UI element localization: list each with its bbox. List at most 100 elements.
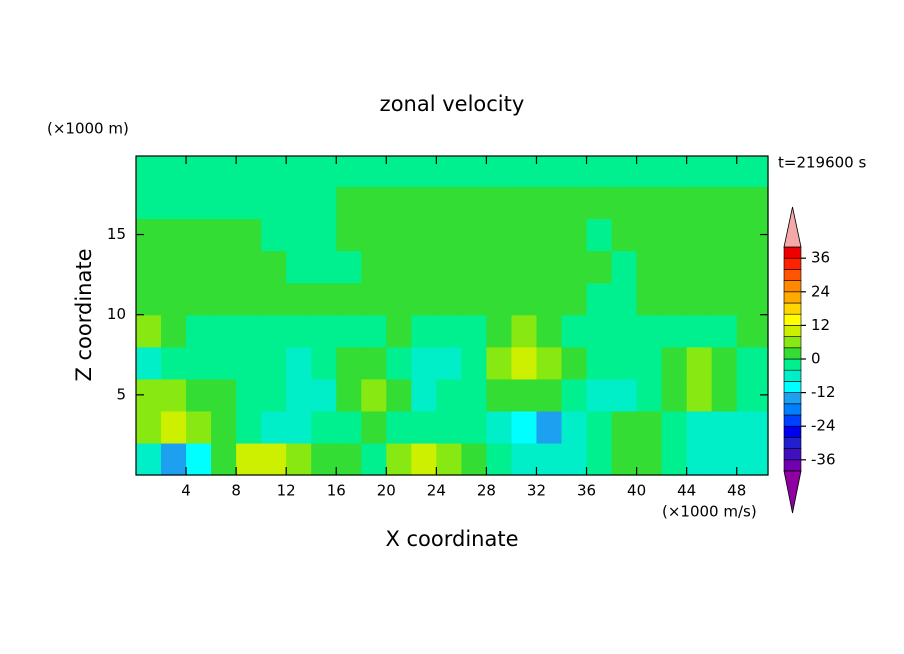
colorbar-segment bbox=[783, 448, 802, 461]
contour-cell bbox=[586, 410, 613, 444]
contour-cell bbox=[161, 346, 187, 380]
colorbar-tick-label: 24 bbox=[811, 282, 830, 300]
contour-cell bbox=[186, 250, 212, 284]
contour-cell bbox=[361, 442, 387, 476]
contour-cell bbox=[661, 282, 688, 316]
contour-cell bbox=[336, 378, 362, 412]
contour-cell bbox=[236, 218, 262, 252]
contour-cell bbox=[261, 156, 287, 188]
contour-cell bbox=[486, 314, 513, 348]
contour-cell bbox=[336, 250, 362, 284]
contour-cell bbox=[511, 186, 538, 220]
contour-cell bbox=[261, 378, 287, 412]
contour-cell bbox=[261, 282, 287, 316]
contour-cell bbox=[736, 314, 769, 348]
contour-cell bbox=[436, 314, 462, 348]
colorbar-segment bbox=[783, 403, 802, 416]
contour-cell bbox=[561, 410, 588, 444]
annotation: t=219600 s bbox=[778, 154, 866, 172]
colorbar-segment bbox=[783, 257, 802, 270]
contour-cell bbox=[161, 378, 187, 412]
contour-cell bbox=[211, 250, 237, 284]
contour-cell bbox=[436, 250, 462, 284]
contour-cell bbox=[236, 186, 262, 220]
contour-cell bbox=[411, 314, 437, 348]
contour-cell bbox=[211, 346, 237, 380]
contour-cell bbox=[286, 156, 312, 188]
contour-cell bbox=[736, 442, 769, 476]
contour-cell bbox=[536, 410, 563, 444]
contour-cell bbox=[611, 218, 638, 252]
contour-cell bbox=[636, 218, 663, 252]
contour-cell bbox=[711, 378, 738, 412]
contour-cell bbox=[586, 156, 613, 188]
contour-cell bbox=[511, 156, 538, 188]
colorbar-segment bbox=[783, 325, 802, 337]
colorbar-segment bbox=[783, 425, 802, 438]
contour-cell bbox=[411, 250, 437, 284]
contour-cell bbox=[186, 410, 212, 444]
contour-cell bbox=[211, 218, 237, 252]
contour-cell bbox=[361, 218, 387, 252]
contour-cell bbox=[536, 442, 563, 476]
contour-cell bbox=[136, 156, 162, 188]
contour-cell bbox=[711, 156, 738, 188]
colorbar-under bbox=[783, 470, 802, 514]
contour-cell bbox=[186, 314, 212, 348]
contour-cell bbox=[411, 346, 437, 380]
contour-cell bbox=[261, 186, 287, 220]
contour-cell bbox=[661, 250, 688, 284]
contour-cell bbox=[161, 218, 187, 252]
contour-cell bbox=[211, 378, 237, 412]
contour-cell bbox=[611, 346, 638, 380]
contour-cell bbox=[386, 346, 412, 380]
contour-cell bbox=[586, 378, 613, 412]
contour-cell bbox=[436, 186, 462, 220]
contour-cell bbox=[486, 250, 513, 284]
y-axis-label: Z coordinate bbox=[72, 248, 96, 381]
contour-cell bbox=[161, 410, 187, 444]
contour-cell bbox=[686, 314, 713, 348]
contour-cell bbox=[486, 410, 513, 444]
contour-cell bbox=[361, 346, 387, 380]
colorbar-tick-label: 36 bbox=[811, 249, 830, 267]
contour-cell bbox=[736, 186, 769, 220]
contour-cell bbox=[561, 282, 588, 316]
colorbar-segment bbox=[783, 313, 802, 326]
contour-cell bbox=[261, 442, 287, 476]
contour-cell bbox=[711, 282, 738, 316]
contour-cell bbox=[136, 346, 162, 380]
contour-cell bbox=[461, 156, 488, 188]
contour-cell bbox=[236, 250, 262, 284]
contour-cell bbox=[386, 250, 412, 284]
contour-cell bbox=[611, 156, 638, 188]
contour-cell bbox=[161, 156, 187, 188]
contour-cell bbox=[236, 282, 262, 316]
contour-cell bbox=[436, 282, 462, 316]
contour-cell bbox=[686, 218, 713, 252]
contour-cell bbox=[236, 314, 262, 348]
contour-cell bbox=[361, 410, 387, 444]
contour-cell bbox=[411, 282, 437, 316]
contour-cell bbox=[536, 346, 563, 380]
contour-cell bbox=[161, 186, 187, 220]
contour-cell bbox=[386, 314, 412, 348]
contour-cell bbox=[236, 442, 262, 476]
contour-cell bbox=[411, 410, 437, 444]
contour-cell bbox=[611, 282, 638, 316]
contour-cell bbox=[636, 314, 663, 348]
contour-cell bbox=[386, 378, 412, 412]
contour-cell bbox=[461, 186, 488, 220]
contour-cell bbox=[361, 282, 387, 316]
contour-cell bbox=[411, 156, 437, 188]
contour-cell bbox=[461, 378, 488, 412]
colorbar-segment bbox=[783, 358, 802, 371]
colorbar-segment bbox=[783, 291, 802, 304]
contour-cell bbox=[261, 346, 287, 380]
contour-cell bbox=[261, 218, 287, 252]
plot-frame bbox=[135, 155, 769, 476]
contour-cell bbox=[311, 378, 337, 412]
colorbar-segment bbox=[783, 246, 802, 259]
contour-cell bbox=[736, 346, 769, 380]
contour-cell bbox=[236, 156, 262, 188]
